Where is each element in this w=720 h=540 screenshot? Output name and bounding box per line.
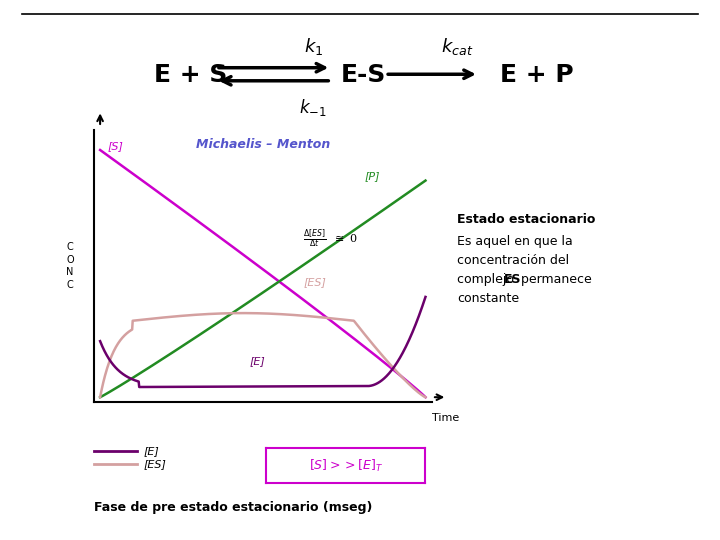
Text: [ES]: [ES] [303,277,326,287]
Text: Michaelis – Menton: Michaelis – Menton [196,138,330,151]
Text: complejo: complejo [457,273,518,286]
Text: E + P: E + P [500,63,573,86]
Text: C
O
N
C: C O N C [66,242,73,289]
Text: E-S: E-S [341,63,387,86]
Text: [ES]: [ES] [144,460,167,469]
Text: Estado estacionario: Estado estacionario [457,213,595,226]
Text: [P]: [P] [364,171,380,181]
Text: Es aquel en que la: Es aquel en que la [457,235,573,248]
Text: $[S] >> [E]_T$: $[S] >> [E]_T$ [309,458,382,474]
Text: Fase de pre estado estacionario (mseg): Fase de pre estado estacionario (mseg) [94,501,372,514]
Text: ES: ES [504,273,521,286]
Text: constante: constante [457,292,519,305]
Text: [E]: [E] [249,356,265,366]
Text: $k_{-1}$: $k_{-1}$ [300,97,327,118]
Text: Time: Time [432,413,459,423]
Text: [E]: [E] [144,446,160,456]
Text: $\frac{\Delta [ES]}{\Delta t}$  $\cong$ 0: $\frac{\Delta [ES]}{\Delta t}$ $\cong$ 0 [303,227,359,250]
Text: concentración del: concentración del [457,254,570,267]
Text: $k_1$: $k_1$ [304,36,323,57]
Text: E + S: E + S [154,63,228,86]
Text: [S]: [S] [107,141,123,151]
Text: permanece: permanece [517,273,592,286]
Text: $k_{cat}$: $k_{cat}$ [441,36,474,57]
